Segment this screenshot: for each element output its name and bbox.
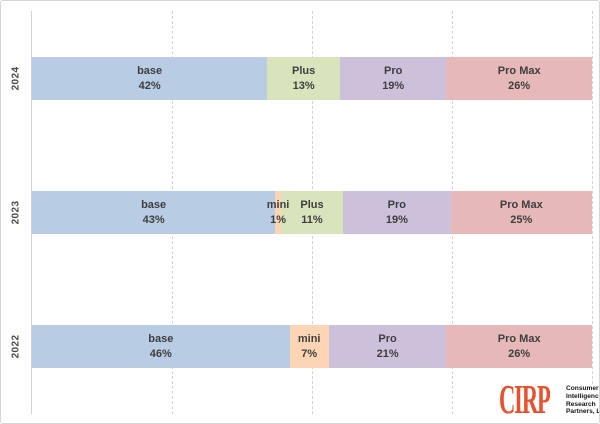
segment-name: Pro bbox=[387, 198, 407, 211]
year-label-text: 2023 bbox=[10, 200, 22, 225]
segment-name: base bbox=[141, 198, 167, 211]
year-label-2024: 2024 bbox=[5, 57, 27, 100]
year-label-2022: 2022 bbox=[5, 325, 27, 368]
segment-pro-max-2022: Pro Max 26% bbox=[446, 325, 592, 368]
segment-name: mini bbox=[297, 332, 321, 345]
segment-name: Plus bbox=[300, 198, 324, 211]
cirp-logo: CIRP Consumer Intelligence Research Part… bbox=[497, 378, 600, 419]
stacked-bar-2023: base 43% mini 1% Plus 11% Pro 19% Pro Max 25% bbox=[32, 191, 592, 234]
segment-label: mini 7% bbox=[298, 332, 321, 362]
segment-percent: 46% bbox=[149, 347, 172, 360]
stacked-bar-2022: base 46% mini 7% Pro 21% Pro Max 26% bbox=[32, 325, 592, 368]
cirp-logo-mark-wrap: CIRP bbox=[499, 378, 562, 419]
segment-label: Plus 13% bbox=[292, 64, 315, 94]
logo-line-4: Partners, LLC bbox=[566, 408, 599, 416]
cirp-logo-text: Consumer Intelligence Research Partners,… bbox=[566, 385, 600, 416]
segment-percent: 11% bbox=[301, 213, 323, 226]
segment-label: mini 1% bbox=[267, 198, 290, 228]
segment-label: Pro 19% bbox=[382, 64, 404, 94]
segment-percent: 1% bbox=[270, 213, 287, 226]
segment-mini-2022: mini 7% bbox=[289, 325, 329, 368]
segment-name: Pro Max bbox=[497, 332, 541, 345]
logo-line-1: Consumer bbox=[566, 385, 599, 393]
segment-name: Pro bbox=[384, 64, 403, 77]
segment-percent: 26% bbox=[508, 79, 531, 92]
segment-percent: 26% bbox=[508, 347, 531, 360]
segment-percent: 42% bbox=[138, 79, 161, 92]
segment-name: base bbox=[137, 64, 163, 77]
segment-label: base 46% bbox=[148, 332, 173, 362]
bar-row-2024: 2024 base 42% Plus 13% Pro 19% Pro Max 26% bbox=[11, 57, 592, 100]
bar-row-2023: 2023 base 43% mini 1% Plus 11% Pro 19% Pro Max 25% bbox=[11, 191, 592, 234]
segment-pro-2023: Pro 19% bbox=[343, 191, 451, 234]
year-label-text: 2024 bbox=[10, 66, 22, 91]
segment-name: base bbox=[148, 332, 174, 345]
segment-percent: 19% bbox=[385, 213, 408, 226]
segment-percent: 7% bbox=[301, 347, 318, 360]
logo-line-3: Research bbox=[566, 400, 596, 408]
segment-name: Pro Max bbox=[497, 64, 541, 77]
segment-name: Pro Max bbox=[499, 198, 543, 211]
segment-percent: 13% bbox=[292, 79, 315, 92]
segment-pro-2022: Pro 21% bbox=[328, 325, 447, 368]
year-label-2023: 2023 bbox=[5, 191, 27, 234]
segment-label: Pro Max 26% bbox=[498, 332, 541, 362]
segment-label: Pro Max 25% bbox=[500, 198, 543, 228]
segment-mini-2023: mini 1% bbox=[267, 191, 289, 234]
segment-plus-2023: Plus 11% bbox=[280, 191, 344, 234]
segment-base-2023: base 43% bbox=[32, 191, 276, 234]
segment-label: base 42% bbox=[137, 64, 162, 94]
year-label-text: 2022 bbox=[10, 334, 22, 359]
segment-percent: 21% bbox=[376, 347, 399, 360]
segment-name: mini bbox=[266, 198, 290, 211]
segment-pro-max-2023: Pro Max 25% bbox=[450, 191, 592, 234]
segment-percent: 43% bbox=[142, 213, 165, 226]
segment-percent: 25% bbox=[510, 213, 533, 226]
segment-label: Pro 21% bbox=[377, 332, 399, 362]
segment-pro-2024: Pro 19% bbox=[340, 57, 447, 100]
gridline-100pct bbox=[592, 11, 593, 414]
segment-plus-2024: Plus 13% bbox=[267, 57, 340, 100]
segment-label: Pro 19% bbox=[386, 198, 408, 228]
segment-base-2024: base 42% bbox=[32, 57, 268, 100]
segment-base-2022: base 46% bbox=[32, 325, 290, 368]
cirp-logo-mark: CIRP bbox=[499, 375, 551, 422]
segment-label: Plus 11% bbox=[300, 198, 323, 228]
plot-area: 2024 base 42% Plus 13% Pro 19% Pro Max 26% 2023 ba… bbox=[11, 11, 593, 414]
segment-pro-max-2024: Pro Max 26% bbox=[446, 57, 592, 100]
segment-label: base 43% bbox=[141, 198, 166, 228]
segment-name: Pro bbox=[378, 332, 397, 345]
stacked-bar-2024: base 42% Plus 13% Pro 19% Pro Max 26% bbox=[32, 57, 592, 100]
segment-name: Plus bbox=[291, 64, 316, 77]
logo-line-2: Intelligence bbox=[566, 392, 600, 400]
segment-label: Pro Max 26% bbox=[498, 64, 541, 94]
segment-percent: 19% bbox=[382, 79, 405, 92]
bar-row-2022: 2022 base 46% mini 7% Pro 21% Pro Max 26% bbox=[11, 325, 592, 368]
